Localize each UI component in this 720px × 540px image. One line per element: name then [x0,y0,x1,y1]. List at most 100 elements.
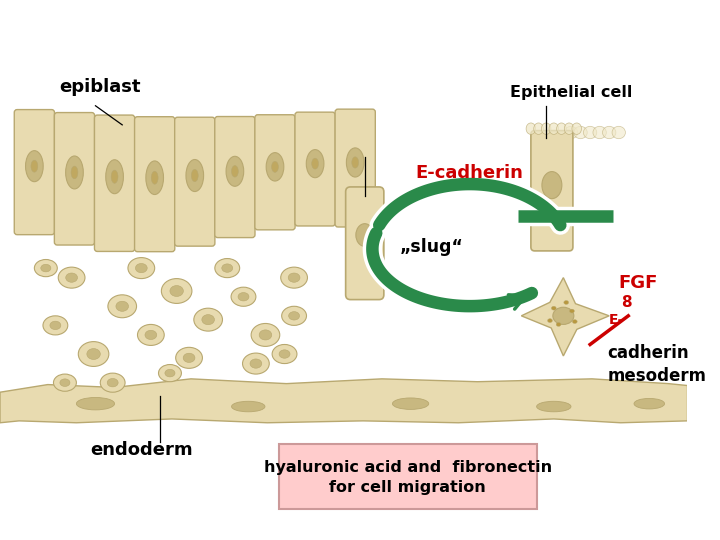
Ellipse shape [194,308,222,331]
Ellipse shape [78,342,109,367]
Ellipse shape [76,397,114,410]
Ellipse shape [60,379,70,387]
Ellipse shape [222,264,233,272]
Ellipse shape [564,301,569,305]
Ellipse shape [146,161,163,194]
FancyBboxPatch shape [94,115,135,252]
Ellipse shape [232,166,238,177]
Ellipse shape [312,158,318,169]
Ellipse shape [572,320,577,323]
Ellipse shape [536,401,571,412]
Ellipse shape [111,170,118,183]
Ellipse shape [71,166,78,179]
Text: hyaluronic acid and  fibronectin
for cell migration: hyaluronic acid and fibronectin for cell… [264,460,552,495]
Ellipse shape [282,306,307,326]
Ellipse shape [634,399,665,409]
FancyBboxPatch shape [255,114,295,230]
Text: endoderm: endoderm [90,441,193,459]
Ellipse shape [603,126,616,139]
Ellipse shape [570,309,575,313]
Ellipse shape [243,353,269,374]
Ellipse shape [266,153,284,181]
Text: epiblast: epiblast [59,78,140,96]
Ellipse shape [108,295,137,318]
Ellipse shape [534,123,544,134]
Ellipse shape [226,156,243,186]
Ellipse shape [158,364,181,382]
Ellipse shape [50,321,61,329]
Ellipse shape [151,171,158,184]
FancyBboxPatch shape [335,109,375,227]
Text: 8: 8 [621,295,632,310]
Text: Epithelial cell: Epithelial cell [510,85,632,100]
Text: E-cadherin: E-cadherin [416,164,523,182]
Ellipse shape [572,123,582,134]
FancyBboxPatch shape [55,112,94,245]
FancyBboxPatch shape [14,110,55,235]
FancyBboxPatch shape [215,117,255,238]
FancyBboxPatch shape [175,117,215,246]
Ellipse shape [288,273,300,282]
Text: FGF: FGF [618,274,658,292]
Ellipse shape [593,126,606,139]
Ellipse shape [145,330,157,340]
Ellipse shape [202,315,215,325]
Ellipse shape [135,264,147,273]
Polygon shape [0,379,688,423]
Ellipse shape [251,323,280,346]
Ellipse shape [564,126,577,139]
Ellipse shape [548,319,552,322]
Ellipse shape [41,264,51,272]
Ellipse shape [25,151,43,181]
Ellipse shape [231,287,256,306]
Ellipse shape [250,359,262,368]
Ellipse shape [306,150,324,178]
Ellipse shape [232,401,265,412]
Ellipse shape [186,159,204,192]
Ellipse shape [138,325,164,346]
Ellipse shape [170,286,184,296]
Ellipse shape [356,224,374,246]
Text: „slug“: „slug“ [400,238,464,255]
Ellipse shape [43,316,68,335]
Text: cadherin
mesoderm: cadherin mesoderm [607,345,706,384]
Ellipse shape [542,172,562,199]
Ellipse shape [58,267,85,288]
Text: E-: E- [609,313,624,327]
Ellipse shape [192,170,198,181]
Ellipse shape [215,259,240,278]
Ellipse shape [271,161,279,172]
Ellipse shape [583,126,597,139]
Ellipse shape [352,157,359,168]
Ellipse shape [346,148,364,177]
FancyBboxPatch shape [295,112,336,226]
Ellipse shape [612,126,626,139]
FancyBboxPatch shape [135,117,175,252]
Ellipse shape [183,353,195,362]
Ellipse shape [238,293,249,301]
Ellipse shape [272,345,297,363]
Ellipse shape [161,279,192,303]
Ellipse shape [541,123,551,134]
FancyBboxPatch shape [531,131,573,251]
Ellipse shape [279,350,290,358]
Ellipse shape [259,330,271,340]
Ellipse shape [553,307,574,325]
Ellipse shape [574,126,588,139]
Ellipse shape [107,379,118,387]
FancyBboxPatch shape [346,187,384,300]
Ellipse shape [66,273,78,282]
Ellipse shape [53,374,76,392]
Ellipse shape [564,123,574,134]
Ellipse shape [552,306,556,310]
Ellipse shape [116,301,129,312]
Ellipse shape [289,312,300,320]
Ellipse shape [31,160,37,172]
Ellipse shape [176,347,202,368]
Ellipse shape [100,373,125,392]
Ellipse shape [66,156,84,189]
Ellipse shape [557,123,566,134]
Ellipse shape [281,267,307,288]
FancyBboxPatch shape [279,444,536,509]
Ellipse shape [106,160,123,194]
